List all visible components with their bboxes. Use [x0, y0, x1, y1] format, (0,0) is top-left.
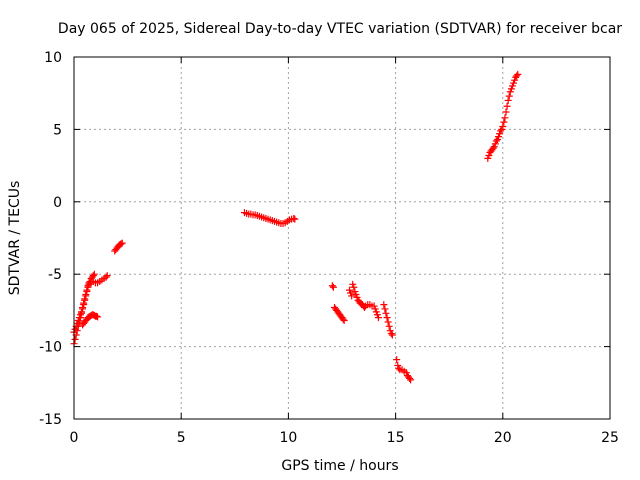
data-point [290, 214, 298, 222]
data-point [504, 96, 512, 104]
data-point [78, 308, 86, 316]
x-tick-label: 5 [177, 430, 186, 446]
data-point [502, 108, 510, 116]
data-point [340, 317, 348, 325]
x-tick-labels: 0 5 10 15 20 25 [70, 430, 619, 446]
chart-title: Day 065 of 2025, Sidereal Day-to-day VTE… [58, 21, 622, 37]
data-point [90, 270, 98, 278]
data-point [291, 215, 299, 223]
data-point [83, 286, 91, 294]
data-point [80, 299, 88, 307]
data-point [385, 322, 393, 330]
y-tick-label: -15 [39, 412, 62, 428]
data-point [503, 102, 511, 110]
y-tick-label: 10 [44, 50, 62, 66]
data-point [71, 335, 79, 343]
data-point [94, 313, 102, 321]
grid [74, 57, 610, 419]
data-point [381, 305, 389, 313]
y-tick-label: -5 [48, 267, 62, 283]
data-point [513, 72, 521, 80]
x-tick-label: 10 [279, 430, 297, 446]
y-axis-label: SDTVAR / TECUs [7, 181, 23, 296]
data-point [505, 92, 513, 100]
y-tick-labels: -15 -10 -5 0 5 10 [39, 50, 62, 428]
data-point [489, 144, 497, 152]
data-point [387, 330, 395, 338]
data-point [514, 70, 522, 78]
data-point [93, 312, 101, 320]
data-point [388, 331, 396, 339]
data-point [348, 292, 356, 300]
axis-ticks [73, 56, 611, 420]
data-point [374, 314, 382, 322]
x-tick-label: 20 [494, 430, 512, 446]
data-point [117, 240, 125, 248]
data-point [103, 272, 111, 280]
data-point [82, 290, 90, 298]
data-point [328, 282, 336, 290]
x-tick-label: 15 [387, 430, 405, 446]
data-point [350, 283, 358, 291]
data-point [500, 118, 508, 126]
data-points [70, 70, 522, 384]
data-point [81, 295, 89, 303]
data-point [384, 318, 392, 326]
y-tick-label: 5 [53, 122, 62, 138]
data-point [499, 123, 507, 131]
data-point [497, 127, 505, 135]
data-point [339, 315, 347, 323]
data-point [102, 273, 110, 281]
x-tick-label: 25 [601, 430, 619, 446]
data-point [382, 309, 390, 317]
data-point [383, 314, 391, 322]
data-point [118, 239, 126, 247]
y-tick-label: -10 [39, 340, 62, 356]
data-point [407, 376, 415, 384]
data-point [501, 114, 509, 122]
data-point [492, 137, 500, 145]
y-tick-label: 0 [53, 195, 62, 211]
plot-frame [73, 56, 611, 420]
data-point [406, 374, 414, 382]
data-point [329, 283, 337, 291]
data-point [395, 364, 403, 372]
data-point [79, 304, 87, 312]
x-tick-label: 0 [70, 430, 79, 446]
x-axis-label: GPS time / hours [281, 458, 398, 474]
data-point [380, 301, 388, 309]
data-point [393, 356, 401, 364]
